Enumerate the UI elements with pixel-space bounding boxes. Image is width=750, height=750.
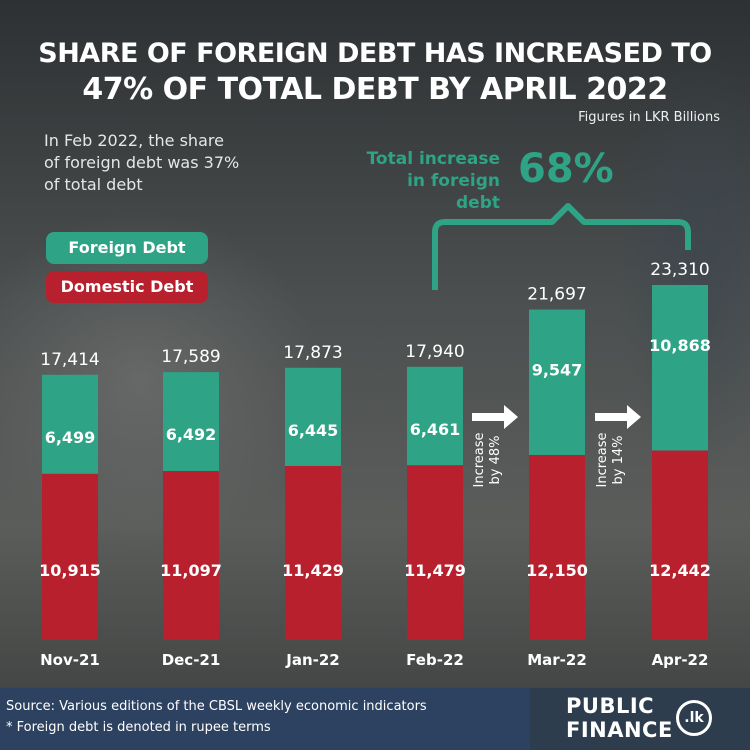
tick-label-Feb-22: Feb-22 xyxy=(406,651,464,669)
tick-label-Mar-22: Mar-22 xyxy=(527,651,587,669)
chart-title-line2: 47% OF TOTAL DEBT BY APRIL 2022 xyxy=(82,72,668,107)
increase-brace xyxy=(432,203,691,290)
label-domestic-Mar-22: 12,150 xyxy=(526,561,588,580)
label-foreign-Apr-22: 10,868 xyxy=(649,336,711,355)
legend-foreign-debt: Foreign Debt xyxy=(46,232,208,264)
bar-domestic-Nov-21 xyxy=(42,473,98,640)
increase-annotation-1-line2: by 48% xyxy=(488,436,503,485)
bar-domestic-Dec-21 xyxy=(163,470,219,640)
increase-annotation-2-line2: by 14% xyxy=(611,436,626,485)
label-foreign-Mar-22: 9,547 xyxy=(532,361,583,380)
tick-label-Jan-22: Jan-22 xyxy=(285,651,339,669)
unit-note: Figures in LKR Billions xyxy=(578,110,720,125)
chart-title-line1: SHARE OF FOREIGN DEBT HAS INCREASED TO xyxy=(38,38,712,69)
label-total-Mar-22: 21,697 xyxy=(527,285,586,305)
source-text: Source: Various editions of the CBSL wee… xyxy=(6,699,427,714)
context-note: In Feb 2022, the share of foreign debt w… xyxy=(44,131,240,194)
tick-label-Dec-21: Dec-21 xyxy=(162,651,221,669)
label-total-Nov-21: 17,414 xyxy=(40,350,99,370)
label-foreign-Jan-22: 6,445 xyxy=(288,421,339,440)
logo-panel xyxy=(530,688,750,750)
bar-foreign-Apr-22 xyxy=(652,284,708,451)
label-total-Apr-22: 23,310 xyxy=(650,260,709,280)
bar-foreign-Nov-21 xyxy=(42,374,98,474)
bar-foreign-Mar-22 xyxy=(529,309,585,455)
logo-badge: .lk xyxy=(676,700,712,736)
label-total-Jan-22: 17,873 xyxy=(283,343,342,363)
label-domestic-Nov-21: 10,915 xyxy=(39,561,101,580)
increase-annotation-1-line1: Increase xyxy=(472,432,487,487)
label-foreign-Nov-21: 6,499 xyxy=(45,428,96,447)
label-total-Feb-22: 17,940 xyxy=(405,342,464,362)
tick-label-Nov-21: Nov-21 xyxy=(40,651,100,669)
increase-annotation-2-line1: Increase xyxy=(595,432,610,487)
bar-foreign-Feb-22 xyxy=(407,366,463,466)
bar-domestic-Apr-22 xyxy=(652,450,708,640)
tick-label-Apr-22: Apr-22 xyxy=(652,651,709,669)
bar-domestic-Mar-22 xyxy=(529,454,585,640)
total-increase-label: Total increase in foreign debt xyxy=(366,149,500,213)
footnote-text: * Foreign debt is denoted in rupee terms xyxy=(6,720,271,735)
bar-domestic-Jan-22 xyxy=(285,465,341,640)
label-domestic-Feb-22: 11,479 xyxy=(404,561,466,580)
label-domestic-Apr-22: 12,442 xyxy=(649,561,711,580)
logo-text-finance: FINANCE xyxy=(566,718,673,742)
increase-arrow-1 xyxy=(472,405,518,429)
increase-arrow-2 xyxy=(595,405,641,429)
label-total-Dec-21: 17,589 xyxy=(161,347,220,367)
label-foreign-Dec-21: 6,492 xyxy=(166,425,217,444)
label-domestic-Dec-21: 11,097 xyxy=(160,561,222,580)
label-domestic-Jan-22: 11,429 xyxy=(282,561,344,580)
bar-foreign-Jan-22 xyxy=(285,367,341,466)
legend-domestic-debt: Domestic Debt xyxy=(46,271,208,303)
label-foreign-Feb-22: 6,461 xyxy=(410,420,461,439)
total-increase-value: 68% xyxy=(518,146,614,192)
logo-text-public: PUBLIC xyxy=(566,694,655,718)
bar-foreign-Dec-21 xyxy=(163,372,219,471)
bar-domestic-Feb-22 xyxy=(407,465,463,640)
